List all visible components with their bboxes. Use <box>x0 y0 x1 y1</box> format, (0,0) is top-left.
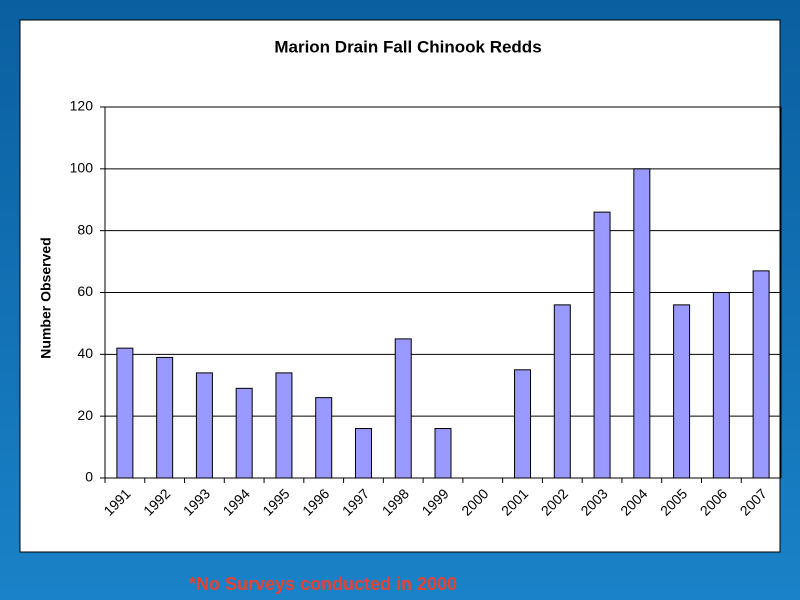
bar <box>315 397 333 479</box>
annotation: *No Surveys conducted in 2000 <box>189 574 457 594</box>
y-tick-label: 40 <box>77 345 93 361</box>
bar <box>434 428 452 479</box>
bar <box>156 356 174 479</box>
y-tick-label: 80 <box>77 221 93 237</box>
bar <box>195 372 213 479</box>
y-tick-label: 120 <box>70 98 94 114</box>
bar <box>553 304 571 479</box>
y-axis-label: Number Observed <box>38 237 54 358</box>
y-tick-label: 100 <box>70 160 94 176</box>
bar <box>673 304 691 479</box>
bar <box>235 387 253 479</box>
y-tick-label: 60 <box>77 283 93 299</box>
bar <box>633 168 651 479</box>
bar <box>275 372 293 479</box>
bar <box>354 428 372 479</box>
bar <box>116 347 134 479</box>
chart-title: Marion Drain Fall Chinook Redds <box>274 37 541 56</box>
bar <box>712 292 730 479</box>
y-tick-label: 0 <box>85 469 93 485</box>
bar <box>593 211 611 479</box>
bar <box>752 270 770 479</box>
bar <box>514 369 532 479</box>
bar <box>394 338 412 479</box>
y-tick-label: 20 <box>77 407 93 423</box>
